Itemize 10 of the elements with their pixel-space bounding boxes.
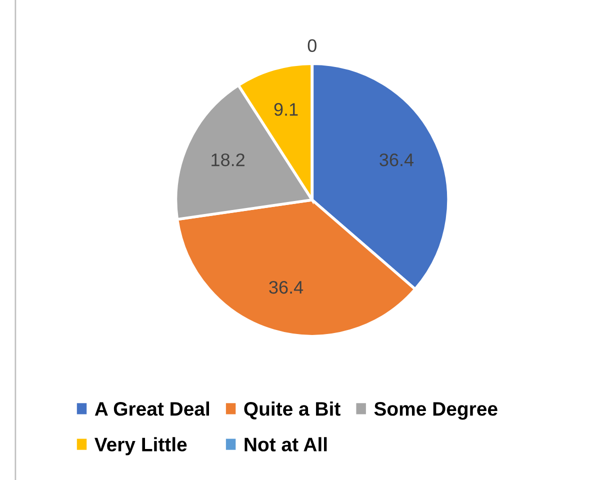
- data-label: 9.1: [274, 103, 298, 116]
- text: 0: [308, 39, 316, 52]
- legend-label: Very Little: [94, 437, 187, 456]
- legend-label: Not at All: [244, 437, 327, 452]
- data-label: 18.2: [212, 153, 244, 166]
- legend-label: Quite a Bit: [244, 402, 340, 420]
- legend-label: A Great Deal: [94, 402, 210, 416]
- data-label: 36.4: [380, 153, 414, 166]
- data-label: 36.4: [269, 280, 304, 294]
- legend-label: Some Degree: [374, 402, 498, 420]
